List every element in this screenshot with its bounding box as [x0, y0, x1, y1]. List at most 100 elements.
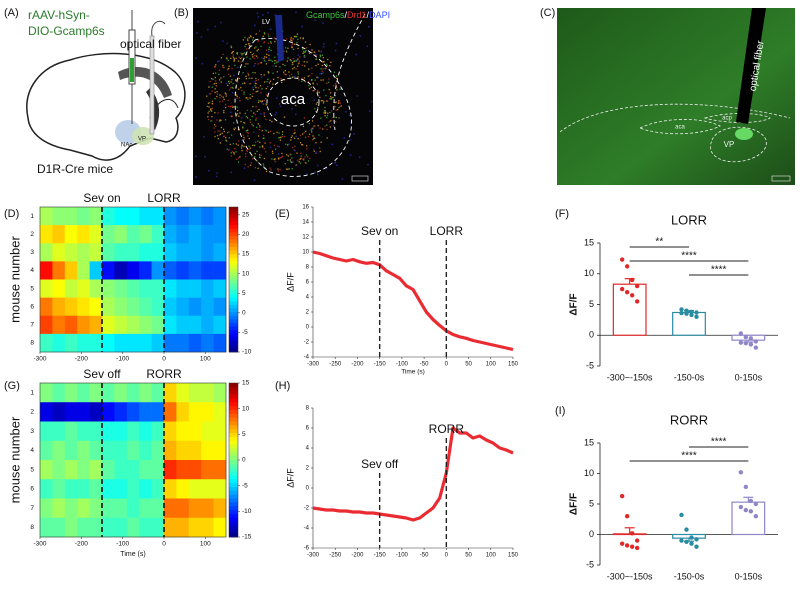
outline — [333, 13, 366, 131]
speckle — [238, 77, 240, 80]
colorbar-step — [229, 283, 238, 288]
speckle — [252, 92, 254, 94]
heat-cell — [89, 498, 103, 519]
speckle — [241, 144, 243, 146]
speckle — [250, 82, 252, 85]
speckle — [308, 133, 311, 135]
speckle — [225, 82, 228, 84]
speckle — [291, 64, 293, 66]
speckle — [272, 152, 274, 154]
speckle — [271, 150, 274, 153]
speckle — [256, 160, 258, 162]
speckle — [290, 39, 292, 41]
speckle — [255, 141, 257, 143]
heat-cell — [40, 383, 53, 403]
speckle — [335, 116, 337, 119]
speckle — [301, 64, 304, 66]
speckle — [334, 161, 337, 164]
speckle — [317, 91, 319, 93]
speckle — [330, 98, 332, 100]
speckle — [233, 58, 235, 60]
speckle — [254, 72, 256, 74]
speckle — [210, 110, 213, 112]
speckle — [299, 162, 302, 164]
speckle — [263, 165, 265, 167]
speckle — [314, 110, 317, 113]
speckle — [240, 61, 242, 63]
speckle — [293, 60, 295, 63]
speckle — [294, 129, 296, 131]
x-tick-label: -300 — [33, 356, 46, 363]
data-point — [624, 290, 630, 295]
colorbar-step — [229, 315, 238, 320]
speckle — [232, 56, 234, 58]
speckle — [294, 75, 296, 78]
speckle — [330, 120, 332, 122]
speckle — [257, 16, 260, 18]
heat-cell — [139, 421, 152, 442]
speckle — [257, 101, 260, 104]
speckle — [267, 78, 269, 81]
heat-cell — [176, 402, 190, 422]
speckle — [238, 115, 240, 117]
speckle — [242, 121, 245, 124]
colorbar-step — [229, 279, 238, 284]
outline — [710, 126, 767, 163]
heat-cell — [176, 315, 190, 335]
speckle — [265, 94, 268, 96]
panel-a: (A) rAAV-hSyn- DIO-Gcamp6s optical fiber… — [4, 7, 186, 176]
speckle — [267, 71, 269, 73]
speckle — [325, 67, 327, 69]
heat-cell — [201, 279, 214, 298]
speckle — [223, 66, 225, 69]
heat-cell — [52, 440, 66, 461]
speckle — [258, 100, 260, 102]
speckle — [355, 53, 357, 56]
y-tick-label: 4 — [306, 295, 310, 301]
speckle — [236, 52, 239, 54]
speckle — [257, 87, 260, 89]
heat-cell — [164, 440, 177, 461]
speckle — [292, 146, 294, 149]
speckle — [247, 43, 250, 45]
x-tick-label: -300 — [33, 541, 46, 548]
heat-cell — [77, 315, 90, 335]
speckle — [297, 47, 299, 50]
aca-label: aca — [281, 91, 306, 108]
data-point — [679, 538, 684, 543]
speckle — [228, 67, 230, 70]
data-point — [634, 538, 640, 543]
speckle — [213, 124, 216, 126]
speckle — [254, 80, 256, 83]
speckle — [313, 125, 315, 127]
speckle — [262, 163, 265, 165]
colorbar-step — [229, 207, 238, 212]
speckle — [257, 63, 259, 65]
speckle — [266, 80, 268, 83]
speckle — [219, 97, 221, 99]
heat-cell — [64, 421, 78, 442]
heat-cell — [201, 333, 214, 353]
data-point — [689, 535, 694, 540]
data-point — [748, 336, 754, 341]
heat-cell — [89, 421, 103, 442]
colorbar-step — [229, 319, 238, 324]
fiber-cable — [151, 20, 166, 37]
speckle — [236, 95, 238, 98]
speckle — [295, 135, 297, 138]
heat-cell — [188, 261, 202, 280]
speckle — [284, 135, 286, 138]
heat-cell — [213, 261, 227, 280]
speckle — [237, 60, 240, 62]
speckle — [228, 65, 230, 67]
speckle — [298, 60, 301, 62]
speckle — [319, 127, 321, 129]
heat-cell — [114, 207, 128, 226]
speckle — [326, 116, 328, 119]
heat-cell — [213, 207, 227, 226]
plot-frame — [39, 206, 227, 353]
heat-cell — [213, 460, 227, 480]
speckle — [278, 132, 280, 134]
speckle — [345, 111, 347, 113]
colorbar-step — [229, 390, 238, 395]
